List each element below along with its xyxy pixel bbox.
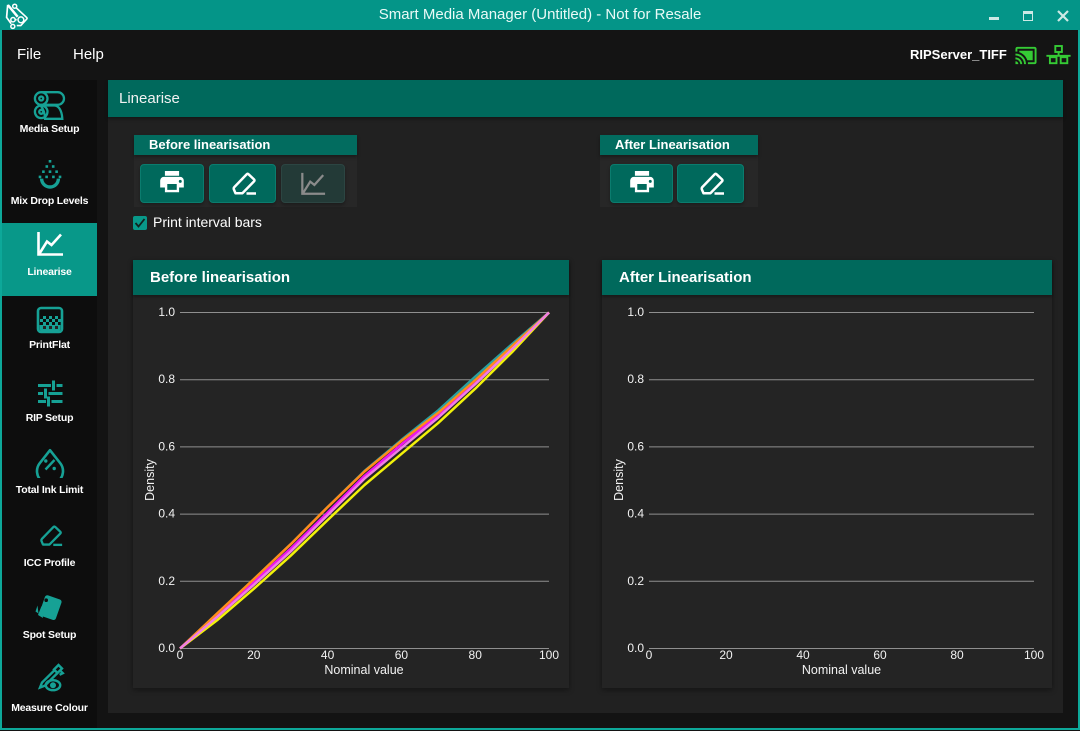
svg-text:40: 40 [796,648,810,662]
svg-text:60: 60 [873,648,887,662]
svg-text:0.8: 0.8 [158,372,175,386]
svg-text:80: 80 [950,648,964,662]
svg-text:20: 20 [719,648,733,662]
svg-text:Density: Density [143,458,157,500]
svg-text:100: 100 [539,648,559,662]
svg-text:40: 40 [321,648,335,662]
svg-text:1.0: 1.0 [158,305,175,319]
svg-text:0.0: 0.0 [158,641,175,655]
svg-text:0.2: 0.2 [627,574,644,588]
svg-text:Nominal value: Nominal value [324,663,403,677]
svg-text:0.6: 0.6 [158,439,175,453]
svg-text:1.0: 1.0 [627,305,644,319]
svg-text:60: 60 [395,648,409,662]
svg-text:0.8: 0.8 [627,372,644,386]
svg-text:0: 0 [177,648,184,662]
svg-text:0.4: 0.4 [627,507,644,521]
svg-text:0: 0 [646,648,653,662]
svg-text:Nominal value: Nominal value [802,663,881,677]
svg-text:0.0: 0.0 [627,641,644,655]
svg-text:0.6: 0.6 [627,439,644,453]
svg-text:80: 80 [469,648,483,662]
svg-text:0.4: 0.4 [158,507,175,521]
svg-text:Density: Density [612,458,626,500]
svg-text:20: 20 [247,648,261,662]
svg-text:100: 100 [1024,648,1044,662]
svg-text:0.2: 0.2 [158,574,175,588]
